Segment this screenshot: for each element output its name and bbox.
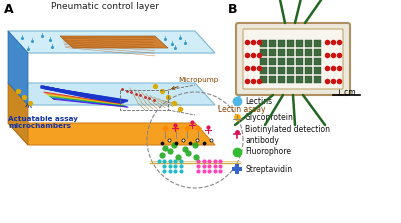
Bar — [260, 40, 267, 47]
Polygon shape — [8, 31, 215, 53]
Bar — [314, 40, 321, 47]
Bar — [305, 76, 312, 83]
Bar — [260, 76, 267, 83]
Bar — [314, 67, 321, 74]
Bar — [287, 58, 294, 65]
Bar — [296, 40, 303, 47]
Text: B: B — [228, 3, 237, 16]
Bar — [296, 49, 303, 56]
Bar — [260, 49, 267, 56]
Bar — [314, 49, 321, 56]
Bar — [287, 76, 294, 83]
Polygon shape — [8, 83, 215, 105]
Text: Lectins: Lectins — [245, 97, 272, 105]
Bar — [278, 67, 285, 74]
Text: Pneumatic control layer: Pneumatic control layer — [51, 2, 159, 11]
Bar — [260, 67, 267, 74]
FancyBboxPatch shape — [236, 23, 350, 95]
Text: Biotinylated detection
antibody: Biotinylated detection antibody — [245, 125, 330, 145]
Bar — [278, 76, 285, 83]
Bar — [287, 67, 294, 74]
Polygon shape — [8, 123, 215, 145]
Polygon shape — [8, 83, 28, 145]
Text: Lectin assay: Lectin assay — [218, 105, 265, 114]
Bar — [287, 49, 294, 56]
Bar — [278, 40, 285, 47]
Bar — [296, 76, 303, 83]
Bar — [260, 58, 267, 65]
Bar — [305, 58, 312, 65]
Bar — [269, 40, 276, 47]
Bar — [269, 67, 276, 74]
Text: Fluorophore: Fluorophore — [245, 147, 291, 157]
Bar — [287, 40, 294, 47]
Bar — [314, 58, 321, 65]
Bar — [296, 67, 303, 74]
Bar — [296, 58, 303, 65]
Bar — [278, 49, 285, 56]
Bar — [305, 67, 312, 74]
Text: Streptavidin: Streptavidin — [245, 165, 292, 173]
Bar — [305, 49, 312, 56]
FancyBboxPatch shape — [243, 29, 343, 89]
Bar — [314, 76, 321, 83]
Text: A: A — [4, 3, 14, 16]
Text: 1 cm: 1 cm — [337, 88, 356, 97]
Polygon shape — [8, 31, 28, 105]
Text: Glycoprotein: Glycoprotein — [245, 114, 294, 122]
Text: Actuatable assay
microchambers: Actuatable assay microchambers — [8, 116, 78, 129]
Polygon shape — [60, 36, 168, 48]
Bar — [305, 40, 312, 47]
Bar — [269, 49, 276, 56]
Bar — [278, 58, 285, 65]
Bar — [269, 76, 276, 83]
Text: Micropump: Micropump — [172, 77, 219, 89]
Bar — [269, 58, 276, 65]
